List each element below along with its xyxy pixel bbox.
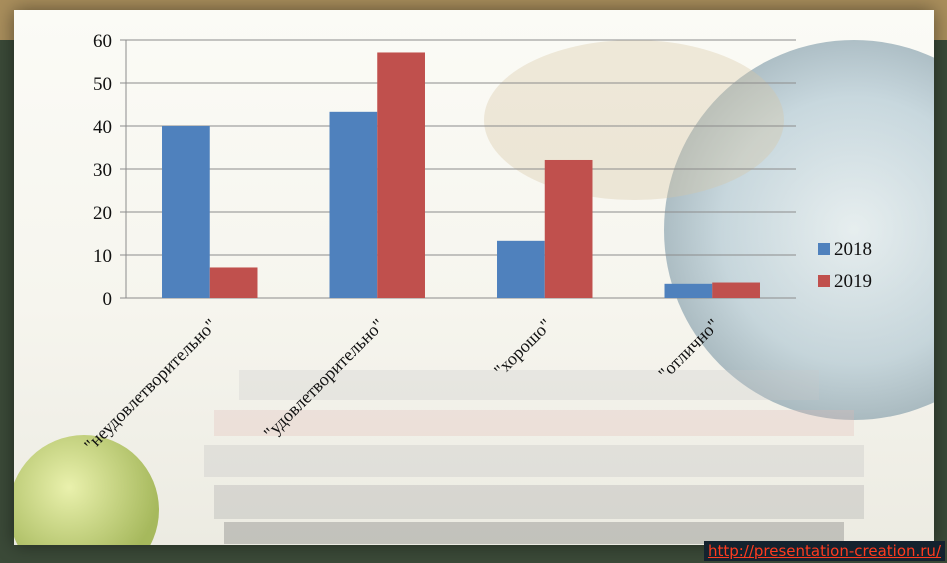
- x-category-label: "удовлетворительно": [260, 315, 388, 443]
- legend-swatch-2018: [818, 243, 830, 255]
- bar-2018-0: [162, 126, 210, 298]
- bar-2019-0: [209, 267, 258, 298]
- legend-label-2018: 2018: [834, 239, 872, 260]
- bar-2019-3: [712, 282, 760, 298]
- bar-2018-3: [664, 283, 713, 298]
- x-category-label: "хорошо": [490, 315, 556, 381]
- y-tick-label: 20: [93, 203, 112, 224]
- background-decor: [14, 40, 934, 545]
- legend-label-2019: 2019: [834, 271, 872, 292]
- y-tick-label: 0: [103, 289, 113, 310]
- bar-2019-2: [544, 159, 593, 298]
- bar-2018-1: [329, 111, 378, 298]
- y-tick-label: 40: [93, 117, 112, 138]
- y-tick-label: 10: [93, 246, 112, 267]
- bar-2019-1: [377, 52, 425, 298]
- y-tick-label: 50: [93, 74, 112, 95]
- bar-2018-2: [497, 240, 545, 298]
- legend-swatch-2019: [818, 275, 830, 287]
- y-tick-label: 30: [93, 160, 112, 181]
- source-link[interactable]: http://presentation-creation.ru/: [703, 541, 945, 561]
- x-category-label: "неудовлетворительно": [80, 315, 220, 455]
- x-category-label: "отлично": [654, 315, 723, 384]
- y-tick-label: 60: [93, 31, 112, 52]
